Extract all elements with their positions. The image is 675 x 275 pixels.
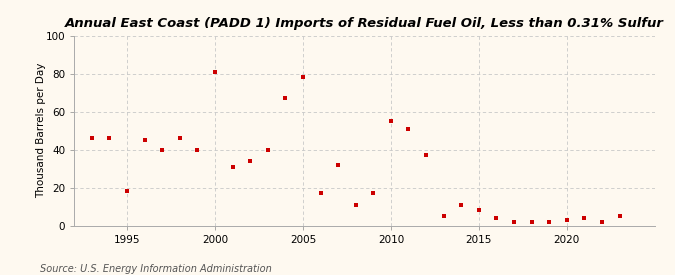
Point xyxy=(209,70,220,74)
Point xyxy=(263,147,273,152)
Point xyxy=(350,202,361,207)
Point xyxy=(86,136,97,141)
Point xyxy=(333,163,344,167)
Point xyxy=(438,214,449,218)
Point xyxy=(174,136,185,141)
Point xyxy=(315,191,326,196)
Point xyxy=(597,219,608,224)
Point xyxy=(122,189,132,194)
Point xyxy=(526,219,537,224)
Point xyxy=(104,136,115,141)
Point xyxy=(579,216,590,220)
Point xyxy=(139,138,150,142)
Point xyxy=(562,218,572,222)
Point xyxy=(544,219,555,224)
Point xyxy=(614,214,625,218)
Point xyxy=(227,164,238,169)
Point xyxy=(421,153,431,158)
Point xyxy=(509,219,520,224)
Title: Annual East Coast (PADD 1) Imports of Residual Fuel Oil, Less than 0.31% Sulfur: Annual East Coast (PADD 1) Imports of Re… xyxy=(65,17,664,31)
Point xyxy=(473,208,484,213)
Y-axis label: Thousand Barrels per Day: Thousand Barrels per Day xyxy=(36,63,47,198)
Text: Source: U.S. Energy Information Administration: Source: U.S. Energy Information Administ… xyxy=(40,264,272,274)
Point xyxy=(192,147,202,152)
Point xyxy=(368,191,379,196)
Point xyxy=(491,216,502,220)
Point xyxy=(403,126,414,131)
Point xyxy=(157,147,167,152)
Point xyxy=(385,119,396,123)
Point xyxy=(245,159,256,163)
Point xyxy=(456,202,466,207)
Point xyxy=(280,96,291,101)
Point xyxy=(298,75,308,80)
